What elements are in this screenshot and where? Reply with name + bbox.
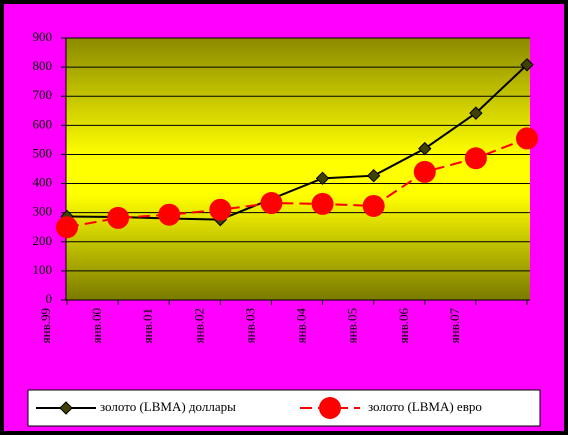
legend-label: золото (LBMA) евро xyxy=(368,399,482,414)
marker xyxy=(311,192,334,215)
y-tick-label: 100 xyxy=(33,262,53,277)
marker xyxy=(158,203,181,226)
y-tick-label: 300 xyxy=(33,204,53,219)
marker xyxy=(366,168,381,183)
x-tick-label: янв.04 xyxy=(294,308,309,344)
y-tick-label: 400 xyxy=(33,175,53,190)
marker xyxy=(418,141,432,156)
x-tick-label: янв.07 xyxy=(447,308,462,344)
y-tick-label: 900 xyxy=(33,29,53,44)
legend xyxy=(27,389,541,427)
x-tick-label: янв.03 xyxy=(242,308,257,343)
y-tick-label: 0 xyxy=(46,291,53,306)
series-line xyxy=(66,64,528,221)
x-tick-label: янв.02 xyxy=(191,308,206,343)
y-tick-label: 600 xyxy=(33,116,53,131)
marker xyxy=(260,192,283,215)
x-tick-label: янв.06 xyxy=(396,308,411,344)
marker xyxy=(315,171,330,186)
marker xyxy=(469,106,483,120)
y-tick-label: 700 xyxy=(33,87,53,102)
y-tick-label: 200 xyxy=(33,233,53,248)
legend-label: золото (LBMA) доллары xyxy=(100,399,236,414)
marker xyxy=(464,147,487,170)
legend-marker xyxy=(59,401,73,415)
marker xyxy=(362,194,385,217)
x-tick-label: янв.01 xyxy=(140,308,155,343)
x-tick-label: янв.99 xyxy=(38,308,53,343)
marker xyxy=(209,198,232,221)
marker xyxy=(413,160,436,183)
marker xyxy=(516,127,538,150)
marker xyxy=(520,58,534,72)
x-tick-label: янв.00 xyxy=(89,308,104,343)
series-line xyxy=(66,137,528,229)
y-tick-label: 800 xyxy=(33,58,53,73)
y-tick-label: 500 xyxy=(33,145,53,160)
legend-marker xyxy=(319,397,341,419)
marker xyxy=(107,206,130,229)
plot-area xyxy=(66,38,530,300)
x-tick-label: янв.05 xyxy=(345,308,360,343)
marker xyxy=(56,216,78,239)
